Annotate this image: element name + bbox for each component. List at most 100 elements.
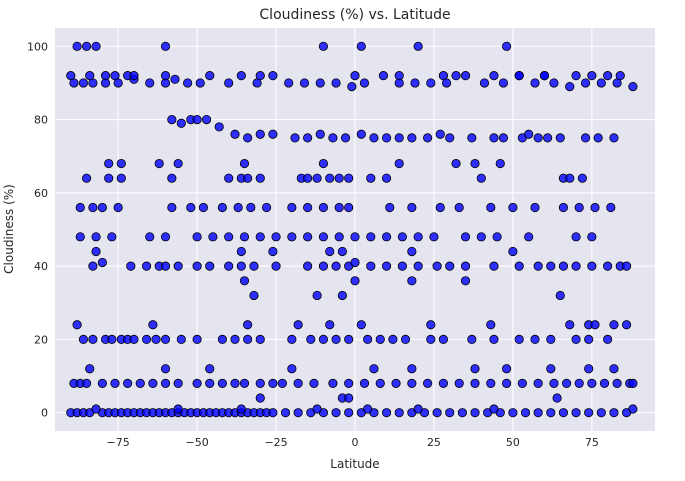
data-point: [303, 202, 313, 213]
data-point: [239, 232, 250, 242]
scatter-points: [66, 41, 638, 418]
data-point: [501, 41, 512, 51]
data-point: [580, 133, 591, 143]
data-point: [246, 202, 256, 213]
data-point: [587, 71, 597, 81]
data-point: [97, 378, 107, 388]
data-point: [606, 202, 616, 213]
data-point: [236, 246, 246, 257]
data-point: [116, 173, 126, 183]
data-point: [363, 334, 373, 345]
data-point: [552, 393, 562, 403]
data-point: [407, 246, 417, 257]
data-point: [205, 378, 215, 388]
data-point: [366, 261, 376, 271]
data-point: [498, 78, 509, 88]
data-point: [615, 71, 625, 81]
data-point: [303, 173, 313, 183]
x-tick-label: −25: [264, 436, 287, 449]
data-point: [287, 334, 297, 345]
data-point: [167, 114, 177, 125]
y-tick-label: 100: [27, 40, 48, 53]
data-point: [249, 261, 259, 271]
data-point: [539, 71, 550, 81]
data-point: [107, 334, 117, 345]
data-point: [344, 173, 354, 183]
data-point: [571, 232, 581, 242]
data-point: [243, 334, 253, 345]
data-point: [293, 320, 303, 330]
data-point: [312, 404, 322, 414]
data-point: [394, 158, 404, 169]
data-point: [318, 202, 329, 213]
data-point: [470, 364, 480, 374]
data-point: [413, 232, 423, 242]
data-point: [91, 232, 101, 242]
data-point: [593, 133, 603, 143]
data-point: [268, 71, 278, 81]
data-point: [255, 129, 265, 139]
data-point: [410, 78, 420, 88]
data-point: [176, 334, 186, 345]
data-point: [580, 78, 591, 88]
data-point: [514, 261, 524, 271]
data-point: [145, 232, 155, 242]
data-point: [394, 133, 404, 143]
data-point: [524, 232, 534, 242]
y-tick-label: 0: [41, 407, 48, 420]
data-point: [356, 320, 366, 330]
data-point: [363, 404, 373, 414]
data-point: [546, 364, 556, 374]
data-point: [574, 202, 584, 213]
data-point: [460, 71, 471, 81]
data-point: [489, 261, 499, 271]
data-point: [214, 122, 224, 132]
data-point: [530, 78, 540, 88]
data-point: [88, 261, 98, 271]
chart-title: Cloudiness (%) vs. Latitude: [259, 7, 450, 23]
data-point: [426, 78, 436, 88]
data-point: [287, 364, 297, 374]
data-point: [331, 408, 341, 418]
data-point: [445, 133, 455, 143]
data-point: [198, 202, 209, 213]
data-point: [306, 334, 316, 345]
data-point: [293, 408, 303, 418]
data-point: [347, 82, 357, 92]
data-point: [97, 202, 107, 213]
data-point: [224, 173, 234, 183]
data-point: [584, 334, 594, 345]
y-axis-ticks: 0 20 40 60 80 100: [27, 40, 48, 419]
data-point: [596, 78, 606, 88]
data-point: [584, 408, 594, 418]
data-point: [571, 408, 581, 418]
data-point: [217, 378, 227, 388]
x-tick-label: 50: [506, 436, 520, 449]
data-point: [110, 71, 120, 81]
x-tick-label: 75: [585, 436, 599, 449]
data-point: [318, 334, 329, 345]
data-point: [359, 78, 370, 88]
data-point: [334, 202, 344, 213]
data-point: [381, 173, 392, 183]
data-point: [261, 202, 272, 213]
data-point: [91, 41, 101, 51]
data-point: [290, 133, 300, 143]
data-point: [438, 378, 449, 388]
data-point: [571, 71, 581, 81]
data-point: [183, 78, 193, 88]
data-point: [167, 202, 177, 213]
data-point: [239, 158, 250, 169]
data-point: [325, 320, 335, 330]
data-point: [192, 334, 202, 345]
data-point: [160, 41, 171, 51]
data-point: [407, 364, 417, 374]
data-point: [426, 334, 436, 345]
data-point: [590, 202, 600, 213]
data-point: [356, 41, 366, 51]
data-point: [435, 202, 445, 213]
data-point: [123, 378, 133, 388]
data-point: [546, 261, 556, 271]
data-point: [599, 378, 610, 388]
